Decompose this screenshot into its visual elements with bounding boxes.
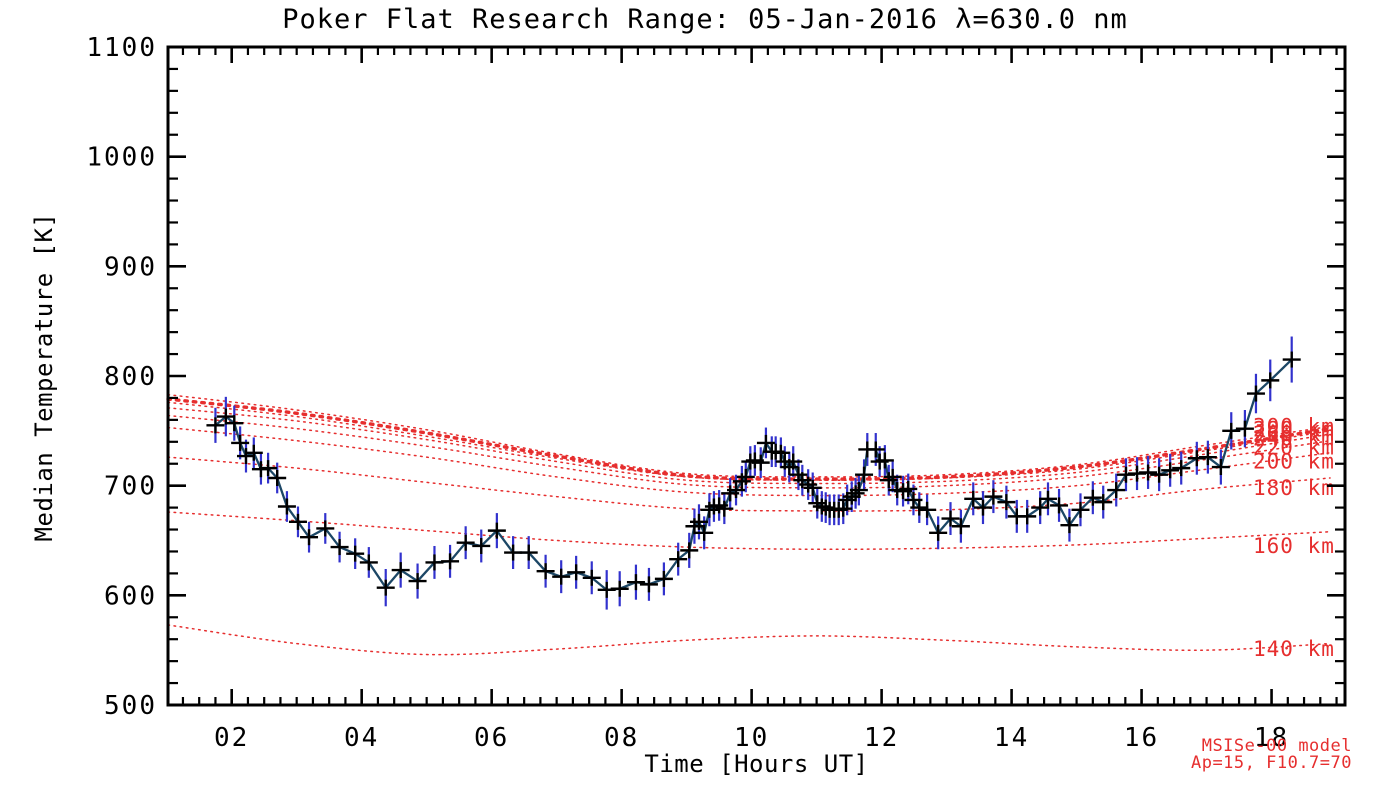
x-tick-label-08: 08 [604, 723, 639, 753]
model-curve-label-280km: 280 km [1253, 418, 1335, 442]
model-curve-label-220km: 220 km [1253, 435, 1335, 459]
x-tick-label-18: 18 [1254, 723, 1289, 753]
x-tick-label-06: 06 [474, 723, 509, 753]
y-tick-label-1100: 1100 [86, 33, 157, 63]
x-axis-title: Time [Hours UT] [644, 750, 869, 778]
model-curve-200km [167, 426, 1331, 497]
model-curve-220km [167, 414, 1331, 489]
chart-title: Poker Flat Research Range: 05-Jan-2016 λ… [282, 4, 1128, 35]
model-curve-260km [167, 401, 1331, 481]
model-curve-label-300km: 300 km [1253, 414, 1335, 438]
x-tick-label-12: 12 [864, 723, 899, 753]
model-curve-240km [167, 407, 1331, 485]
x-tick-label-02: 02 [214, 723, 249, 753]
y-tick-label-600: 600 [104, 581, 157, 611]
y-tick-label-500: 500 [104, 691, 157, 721]
y-tick-label-700: 700 [104, 472, 157, 502]
model-curve-label-160km: 160 km [1253, 534, 1335, 558]
model-annotation-line2: Ap=15, F10.7=70 [1190, 753, 1352, 773]
model-curve-280km [166, 397, 1332, 481]
model-annotation-line1: MSISe-00 model [1201, 736, 1352, 756]
x-tick-label-04: 04 [344, 723, 379, 753]
model-curve-label-260km: 260 km [1253, 422, 1335, 446]
model-curve-label-200km: 200 km [1253, 450, 1335, 474]
y-tick-label-900: 900 [104, 252, 157, 282]
model-annotation: MSISe-00 model Ap=15, F10.7=70 [1191, 738, 1352, 772]
x-tick-label-10: 10 [734, 723, 769, 753]
y-tick-label-800: 800 [104, 362, 157, 392]
model-curve-label-140km: 140 km [1253, 637, 1335, 661]
x-tick-label-16: 16 [1124, 723, 1159, 753]
model-curve-160km [167, 511, 1331, 551]
y-tick-label-1000: 1000 [86, 143, 157, 173]
model-curve-label-180km: 180 km [1253, 476, 1335, 500]
x-tick-label-14: 14 [994, 723, 1029, 753]
model-curve-180km [167, 456, 1331, 512]
model-curve-140km [167, 624, 1331, 656]
model-curve-label-240km: 240 km [1253, 427, 1335, 451]
